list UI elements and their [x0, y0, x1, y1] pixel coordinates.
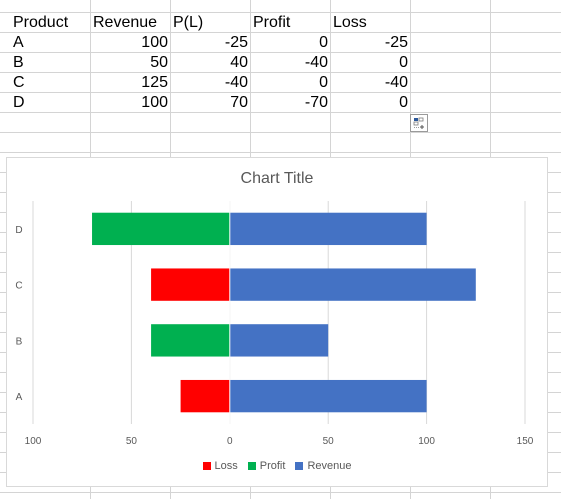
cell-loss[interactable]: 0	[399, 54, 408, 71]
header-revenue[interactable]: Revenue	[93, 14, 158, 31]
category-label: B	[16, 336, 23, 347]
category-label: D	[15, 225, 22, 236]
legend-label-loss: Loss	[214, 460, 238, 472]
legend-label-profit: Profit	[259, 460, 286, 472]
cell-loss[interactable]: 0	[399, 94, 408, 111]
legend[interactable]: Loss Profit Revenue	[7, 460, 547, 472]
legend-label-revenue: Revenue	[307, 460, 352, 472]
x-tick-label: 50	[323, 436, 335, 447]
header-pl[interactable]: P(L)	[173, 14, 204, 31]
plot-area[interactable]: A B C D 100 50 0 50 100 150	[7, 158, 547, 458]
chart-area[interactable]: Chart Title A B C D 100 50 0 50 100 150 Loss Prof…	[6, 157, 548, 487]
cell-profit[interactable]: 0	[319, 34, 328, 51]
cell-loss[interactable]: -40	[384, 74, 408, 91]
legend-swatch-loss	[202, 462, 211, 470]
x-tick-label: 150	[517, 436, 534, 447]
chart-title[interactable]: Chart Title	[240, 170, 314, 187]
bar-revenue-a[interactable]	[229, 379, 427, 413]
cell-product[interactable]: A	[13, 34, 24, 51]
cell-pl[interactable]: 70	[230, 94, 248, 111]
x-tick-label: 100	[418, 436, 435, 447]
legend-swatch-revenue	[295, 462, 304, 470]
cell-product[interactable]: C	[13, 74, 25, 91]
cell-loss[interactable]: -25	[384, 34, 408, 51]
legend-item-loss[interactable]: Loss	[202, 460, 238, 472]
category-label: A	[16, 392, 23, 403]
legend-item-profit[interactable]: Profit	[247, 460, 286, 472]
cell-profit[interactable]: 0	[319, 74, 328, 91]
x-tick-label: 0	[227, 436, 233, 447]
category-label: C	[15, 281, 22, 292]
quick-analysis-icon[interactable]	[410, 114, 428, 132]
legend-item-revenue[interactable]: Revenue	[295, 460, 351, 472]
cell-product[interactable]: B	[13, 54, 24, 71]
cell-revenue[interactable]: 50	[150, 54, 168, 71]
header-product[interactable]: Product	[13, 14, 69, 31]
bar-loss-a[interactable]	[180, 379, 230, 413]
quick-analysis-glyph	[413, 117, 424, 129]
bar-profit-b[interactable]	[151, 324, 230, 357]
cell-revenue[interactable]: 125	[141, 74, 168, 91]
bar-profit-d[interactable]	[92, 212, 230, 246]
cell-revenue[interactable]: 100	[141, 34, 168, 51]
bar-revenue-d[interactable]	[229, 212, 427, 246]
cell-profit[interactable]: -40	[304, 54, 328, 71]
cell-profit[interactable]: -70	[304, 94, 328, 111]
header-profit[interactable]: Profit	[253, 14, 291, 31]
bar-revenue-b[interactable]	[229, 324, 329, 357]
cell-revenue[interactable]: 100	[141, 94, 168, 111]
header-loss[interactable]: Loss	[333, 14, 367, 31]
bar-revenue-c[interactable]	[229, 268, 476, 301]
bar-loss-c[interactable]	[151, 268, 230, 301]
legend-swatch-profit	[247, 462, 256, 470]
cell-pl[interactable]: -25	[224, 34, 248, 51]
x-tick-label: 100	[25, 436, 42, 447]
cell-product[interactable]: D	[13, 94, 25, 111]
cell-pl[interactable]: -40	[224, 74, 248, 91]
x-tick-label: 50	[126, 436, 138, 447]
cell-pl[interactable]: 40	[230, 54, 248, 71]
